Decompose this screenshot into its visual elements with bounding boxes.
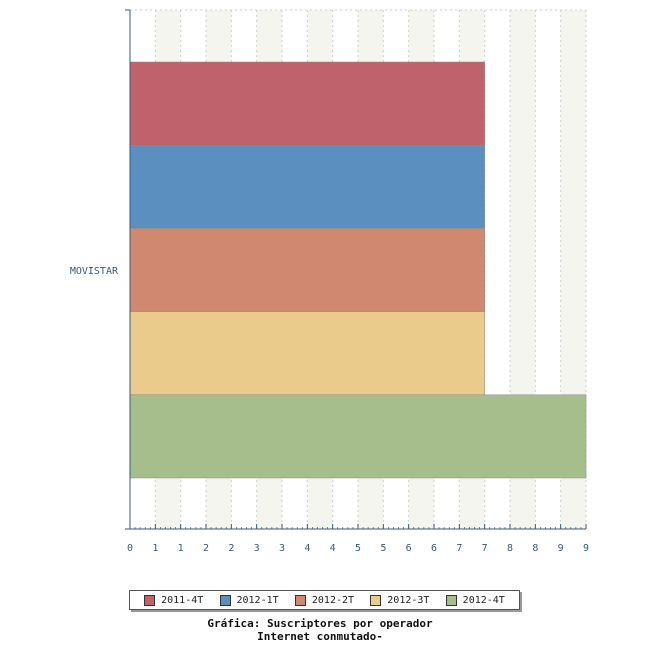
chart-caption: Gráfica: Suscriptores por operador Inter… [0, 617, 640, 643]
legend-swatch [294, 594, 306, 606]
bar-2012-3T [129, 311, 485, 396]
x-tick-label: 8 [507, 543, 513, 554]
legend-swatch [445, 594, 457, 606]
legend-item: 2012-1T [219, 594, 279, 606]
x-tick-label: 3 [279, 543, 285, 554]
legend-label: 2012-2T [311, 594, 355, 606]
x-tick-label: 9 [558, 543, 564, 554]
legend-item: 2012-3T [370, 594, 430, 606]
x-tick-label: 5 [355, 543, 361, 554]
x-tick-label: 7 [456, 543, 462, 554]
x-tick-label: 7 [482, 543, 488, 554]
x-tick-labels: 0 1 1 2 2 3 3 4 4 5 5 6 6 7 7 8 8 9 9 [127, 543, 589, 554]
x-tick-label: 0 [127, 543, 133, 554]
caption-line-1: Gráfica: Suscriptores por operador [207, 617, 433, 630]
legend: 2011-4T 2012-1T 2012-2T 2012-3T 2012-4T [129, 590, 520, 610]
legend-swatch [219, 594, 231, 606]
legend-label: 2012-1T [236, 594, 279, 606]
bar-2012-2T [129, 228, 485, 312]
x-ticks [129, 524, 587, 529]
x-tick-label: 8 [532, 543, 538, 554]
x-tick-label: 1 [178, 543, 184, 554]
x-tick-label: 6 [406, 543, 412, 554]
bar-2012-1T [129, 144, 485, 229]
legend-item: 2011-4T [144, 594, 204, 606]
x-tick-label: 4 [304, 543, 310, 554]
legend-item: 2012-4T [445, 594, 505, 606]
bar-2011-4T [129, 61, 485, 146]
bar-2012-4T [129, 394, 587, 479]
x-tick-label: 9 [583, 543, 589, 554]
legend-label: 2012-4T [462, 594, 505, 606]
x-tick-label: 6 [431, 543, 437, 554]
bar-chart: 0 1 1 2 2 3 3 4 4 5 5 6 6 7 7 8 8 9 9 MOVISTAR [70, 9, 589, 554]
bars [129, 61, 587, 479]
legend-swatch [144, 594, 156, 606]
x-tick-label: 3 [254, 543, 260, 554]
x-tick-label: 5 [380, 543, 386, 554]
x-tick-label: 2 [228, 543, 234, 554]
caption-line-2: Internet conmutado- [257, 630, 383, 643]
category-label: MOVISTAR [70, 266, 119, 277]
legend-item: 2012-2T [294, 594, 355, 606]
x-tick-label: 4 [330, 543, 336, 554]
legend-label: 2011-4T [161, 594, 204, 606]
legend-label: 2012-3T [387, 594, 430, 606]
legend-swatch [370, 594, 382, 606]
x-tick-label: 1 [152, 543, 158, 554]
x-tick-label: 2 [203, 543, 209, 554]
